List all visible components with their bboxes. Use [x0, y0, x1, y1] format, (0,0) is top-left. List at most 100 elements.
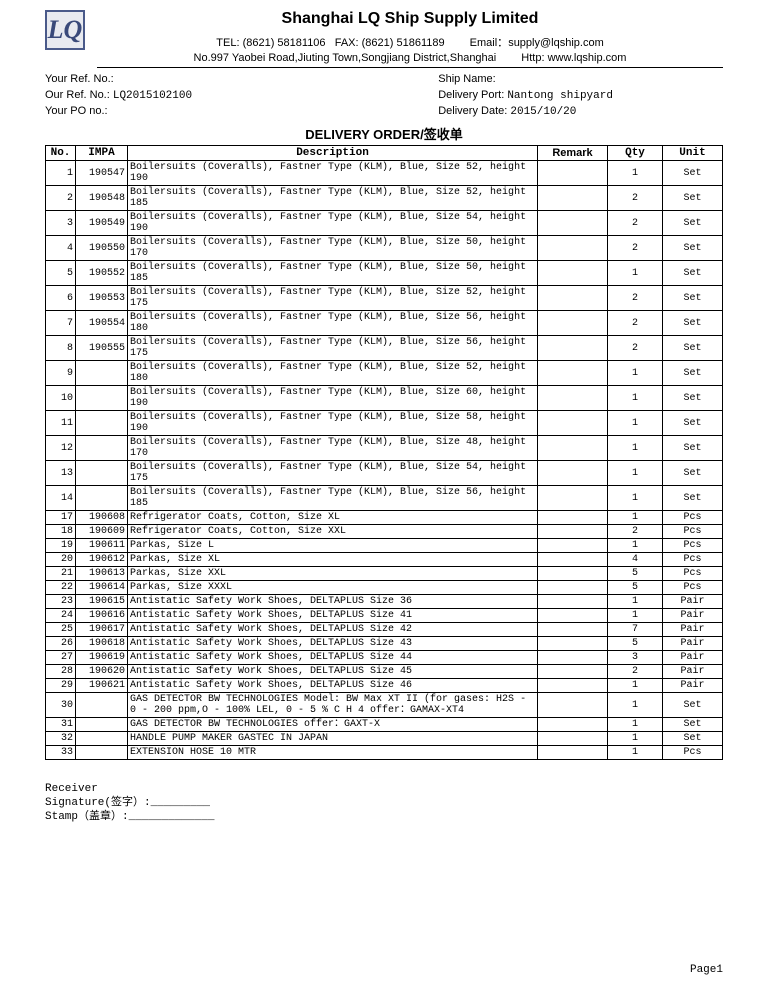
cell-unit: Set [663, 186, 723, 211]
cell-qty: 1 [608, 595, 663, 609]
table-row: 5190552Boilersuits (Coveralls), Fastner … [46, 261, 723, 286]
cell-impa: 190554 [76, 311, 128, 336]
cell-desc: Parkas, Size XXXL [128, 581, 538, 595]
cell-desc: Antistatic Safety Work Shoes, DELTAPLUS … [128, 623, 538, 637]
cell-desc: HANDLE PUMP MAKER GASTEC IN JAPAN [128, 732, 538, 746]
cell-qty: 2 [608, 336, 663, 361]
cell-no: 22 [46, 581, 76, 595]
http-label: Http: [521, 52, 544, 64]
cell-desc: Boilersuits (Coveralls), Fastner Type (K… [128, 436, 538, 461]
cell-impa [76, 693, 128, 718]
cell-remark [538, 567, 608, 581]
cell-impa: 190609 [76, 525, 128, 539]
footer: Receiver Signature(签字）:_________ Stamp（盖… [45, 782, 723, 824]
table-row: 3190549Boilersuits (Coveralls), Fastner … [46, 211, 723, 236]
email-value: supply@lqship.com [508, 37, 604, 49]
cell-desc: Antistatic Safety Work Shoes, DELTAPLUS … [128, 651, 538, 665]
cell-unit: Set [663, 386, 723, 411]
cell-remark [538, 553, 608, 567]
cell-qty: 1 [608, 486, 663, 511]
address-value: No.997 Yaobei Road,Jiuting Town,Songjian… [194, 52, 497, 64]
cell-impa: 190608 [76, 511, 128, 525]
cell-unit: Pcs [663, 525, 723, 539]
cell-impa: 190617 [76, 623, 128, 637]
cell-qty: 1 [608, 361, 663, 386]
cell-qty: 1 [608, 261, 663, 286]
table-row: 11Boilersuits (Coveralls), Fastner Type … [46, 411, 723, 436]
table-row: 4190550Boilersuits (Coveralls), Fastner … [46, 236, 723, 261]
reference-block: Your Ref. No.: Our Ref. No.: LQ201510210… [45, 72, 723, 120]
cell-desc: Boilersuits (Coveralls), Fastner Type (K… [128, 261, 538, 286]
table-row: 10Boilersuits (Coveralls), Fastner Type … [46, 386, 723, 411]
your-po-label: Your PO no.: [45, 105, 108, 117]
cell-remark [538, 595, 608, 609]
receiver-label: Receiver [45, 782, 723, 796]
cell-remark [538, 511, 608, 525]
cell-impa: 190550 [76, 236, 128, 261]
cell-no: 18 [46, 525, 76, 539]
cell-desc: Boilersuits (Coveralls), Fastner Type (K… [128, 311, 538, 336]
cell-no: 7 [46, 311, 76, 336]
cell-unit: Set [663, 732, 723, 746]
table-row: 23190615Antistatic Safety Work Shoes, DE… [46, 595, 723, 609]
cell-qty: 5 [608, 637, 663, 651]
cell-remark [538, 336, 608, 361]
cell-desc: Boilersuits (Coveralls), Fastner Type (K… [128, 486, 538, 511]
cell-unit: Pair [663, 679, 723, 693]
cell-no: 17 [46, 511, 76, 525]
table-row: 33EXTENSION HOSE 10 MTR1Pcs [46, 746, 723, 760]
cell-qty: 1 [608, 732, 663, 746]
cell-impa: 190552 [76, 261, 128, 286]
cell-unit: Set [663, 718, 723, 732]
cell-no: 4 [46, 236, 76, 261]
delivery-table: No. IMPA Description Remark Qty Unit 119… [45, 145, 723, 760]
cell-remark [538, 651, 608, 665]
delivery-date-label: Delivery Date: [438, 105, 507, 117]
cell-no: 19 [46, 539, 76, 553]
cell-no: 12 [46, 436, 76, 461]
cell-no: 20 [46, 553, 76, 567]
cell-remark [538, 746, 608, 760]
table-row: 26190618Antistatic Safety Work Shoes, DE… [46, 637, 723, 651]
cell-qty: 1 [608, 609, 663, 623]
cell-qty: 1 [608, 539, 663, 553]
cell-qty: 2 [608, 665, 663, 679]
refs-left: Your Ref. No.: Our Ref. No.: LQ201510210… [45, 72, 438, 120]
cell-remark [538, 581, 608, 595]
refs-right: Ship Name: Delivery Port: Nantong shipya… [438, 72, 723, 120]
cell-impa: 190621 [76, 679, 128, 693]
cell-unit: Set [663, 411, 723, 436]
cell-impa: 190548 [76, 186, 128, 211]
cell-qty: 1 [608, 746, 663, 760]
cell-impa: 190547 [76, 161, 128, 186]
cell-impa: 190615 [76, 595, 128, 609]
cell-unit: Pcs [663, 553, 723, 567]
cell-desc: Boilersuits (Coveralls), Fastner Type (K… [128, 161, 538, 186]
table-row: 8190555Boilersuits (Coveralls), Fastner … [46, 336, 723, 361]
cell-remark [538, 693, 608, 718]
cell-desc: Antistatic Safety Work Shoes, DELTAPLUS … [128, 665, 538, 679]
cell-no: 25 [46, 623, 76, 637]
cell-qty: 2 [608, 525, 663, 539]
cell-remark [538, 461, 608, 486]
cell-desc: Boilersuits (Coveralls), Fastner Type (K… [128, 211, 538, 236]
col-no-header: No. [46, 146, 76, 161]
table-row: 27190619Antistatic Safety Work Shoes, DE… [46, 651, 723, 665]
cell-unit: Pair [663, 623, 723, 637]
cell-impa [76, 732, 128, 746]
cell-no: 23 [46, 595, 76, 609]
cell-impa: 190611 [76, 539, 128, 553]
cell-desc: Boilersuits (Coveralls), Fastner Type (K… [128, 236, 538, 261]
cell-desc: Boilersuits (Coveralls), Fastner Type (K… [128, 461, 538, 486]
cell-qty: 7 [608, 623, 663, 637]
table-row: 12 Boilersuits (Coveralls), Fastner Type … [46, 436, 723, 461]
cell-desc: Antistatic Safety Work Shoes, DELTAPLUS … [128, 595, 538, 609]
cell-remark [538, 609, 608, 623]
table-row: 18190609Refrigerator Coats, Cotton, Size… [46, 525, 723, 539]
cell-qty: 1 [608, 161, 663, 186]
cell-desc: Parkas, Size L [128, 539, 538, 553]
cell-impa: 190549 [76, 211, 128, 236]
cell-unit: Set [663, 236, 723, 261]
table-row: 32HANDLE PUMP MAKER GASTEC IN JAPAN1Set [46, 732, 723, 746]
col-qty-header: Qty [608, 146, 663, 161]
